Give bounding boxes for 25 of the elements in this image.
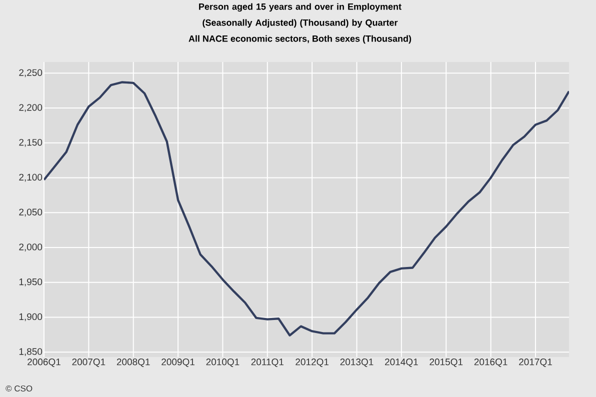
x-tick-label: 2010Q1 <box>206 358 240 367</box>
y-tick-label: 1,950 <box>19 278 42 286</box>
x-tick-label: 2012Q1 <box>296 358 329 367</box>
y-tick-label: 2,200 <box>19 104 42 112</box>
line-series <box>44 81 570 336</box>
y-tick-label: 1,900 <box>19 313 42 322</box>
x-tick-label: 2011Q1 <box>251 358 284 367</box>
x-tick-label: 2007Q1 <box>72 358 106 367</box>
x-tick-label: 2017Q1 <box>519 358 552 367</box>
x-tick-label: 2009Q1 <box>162 358 194 367</box>
y-tick-label: 2,150 <box>19 138 42 147</box>
x-tick-label: 2015Q1 <box>430 358 463 367</box>
x-tick-label: 2008Q1 <box>116 358 150 367</box>
y-tick-label: 1,850 <box>19 348 42 356</box>
chart-title: Person aged 15 years and over in Employment (Seasonally Adjusted) (Thousand) by Quarter <box>199 3 402 28</box>
x-tick-label: 2014Q1 <box>385 358 418 367</box>
x-tick-label: 2016Q1 <box>474 358 508 367</box>
x-tick-label: 2013Q1 <box>340 358 374 367</box>
x-tick-label: 2006Q1 <box>28 358 60 367</box>
y-tick-label: 2,100 <box>19 174 42 182</box>
chart-subtitle: All NACE economic sectors, Both sexes (Thousand) <box>188 35 412 44</box>
y-tick-label: 2,250 <box>19 69 42 78</box>
text: © CSO <box>6 385 32 392</box>
y-tick-label: 2,000 <box>19 244 42 252</box>
y-tick-label: 2,050 <box>19 208 42 217</box>
